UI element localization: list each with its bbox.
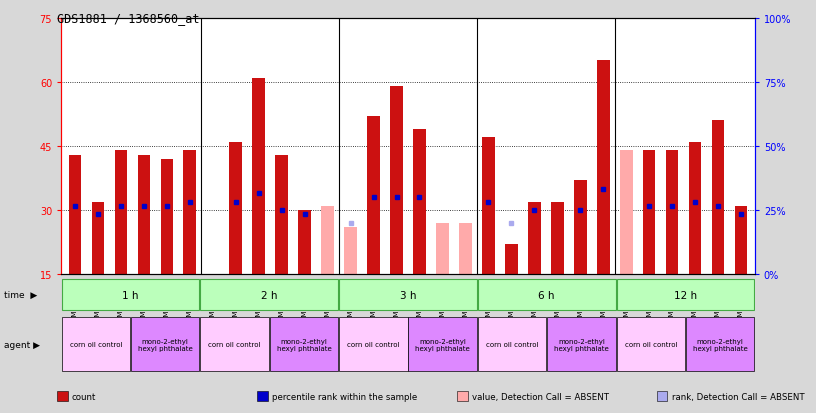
Bar	[551, 202, 564, 275]
Bar	[339, 317, 407, 371]
Text: percentile rank within the sample: percentile rank within the sample	[272, 392, 417, 401]
Bar	[666, 151, 678, 275]
Bar	[62, 317, 130, 371]
Text: 6 h: 6 h	[539, 290, 555, 300]
Text: 3 h: 3 h	[400, 290, 416, 300]
Bar	[275, 155, 288, 275]
Bar	[478, 279, 615, 311]
Bar	[201, 317, 268, 371]
Text: 12 h: 12 h	[674, 290, 697, 300]
Bar	[548, 317, 615, 371]
Text: corn oil control: corn oil control	[624, 341, 677, 347]
Bar	[184, 151, 196, 275]
Bar	[322, 206, 334, 275]
Bar	[270, 317, 338, 371]
Text: 2 h: 2 h	[261, 290, 277, 300]
Text: mono-2-ethyl
hexyl phthalate: mono-2-ethyl hexyl phthalate	[415, 338, 470, 351]
Bar	[91, 202, 104, 275]
Text: mono-2-ethyl
hexyl phthalate: mono-2-ethyl hexyl phthalate	[554, 338, 609, 351]
Bar	[339, 279, 477, 311]
Text: value, Detection Call = ABSENT: value, Detection Call = ABSENT	[472, 392, 609, 401]
Bar	[114, 151, 127, 275]
Text: mono-2-ethyl
hexyl phthalate: mono-2-ethyl hexyl phthalate	[693, 338, 747, 351]
Text: mono-2-ethyl
hexyl phthalate: mono-2-ethyl hexyl phthalate	[277, 338, 331, 351]
Bar	[459, 223, 472, 275]
Bar	[596, 61, 610, 275]
Bar	[344, 228, 357, 275]
Text: count: count	[72, 392, 96, 401]
Bar	[620, 151, 632, 275]
Text: corn oil control: corn oil control	[69, 341, 122, 347]
Text: time  ▶: time ▶	[4, 290, 38, 299]
Text: corn oil control: corn oil control	[486, 341, 539, 347]
Bar	[299, 211, 311, 275]
Text: 1 h: 1 h	[122, 290, 139, 300]
Bar	[409, 317, 477, 371]
Bar	[574, 181, 587, 275]
Bar	[69, 155, 82, 275]
Bar	[482, 138, 494, 275]
Text: corn oil control: corn oil control	[208, 341, 261, 347]
Bar	[229, 142, 242, 275]
Text: corn oil control: corn oil control	[347, 341, 400, 347]
Bar	[505, 245, 517, 275]
Bar	[617, 317, 685, 371]
Bar	[161, 159, 173, 275]
Bar	[478, 317, 546, 371]
Bar	[390, 87, 403, 275]
Bar	[367, 117, 380, 275]
Text: GDS1881 / 1368560_at: GDS1881 / 1368560_at	[57, 12, 200, 24]
Bar	[131, 317, 199, 371]
Text: agent ▶: agent ▶	[4, 340, 40, 349]
Text: mono-2-ethyl
hexyl phthalate: mono-2-ethyl hexyl phthalate	[138, 338, 193, 351]
Bar	[252, 78, 265, 275]
Bar	[734, 206, 747, 275]
Bar	[62, 279, 199, 311]
Bar	[528, 202, 541, 275]
Bar	[413, 130, 426, 275]
Bar	[138, 155, 150, 275]
Bar	[643, 151, 655, 275]
Bar	[712, 121, 725, 275]
Bar	[617, 279, 754, 311]
Bar	[689, 142, 702, 275]
Bar	[201, 279, 338, 311]
Bar	[436, 223, 449, 275]
Text: rank, Detection Call = ABSENT: rank, Detection Call = ABSENT	[672, 392, 805, 401]
Bar	[686, 317, 754, 371]
